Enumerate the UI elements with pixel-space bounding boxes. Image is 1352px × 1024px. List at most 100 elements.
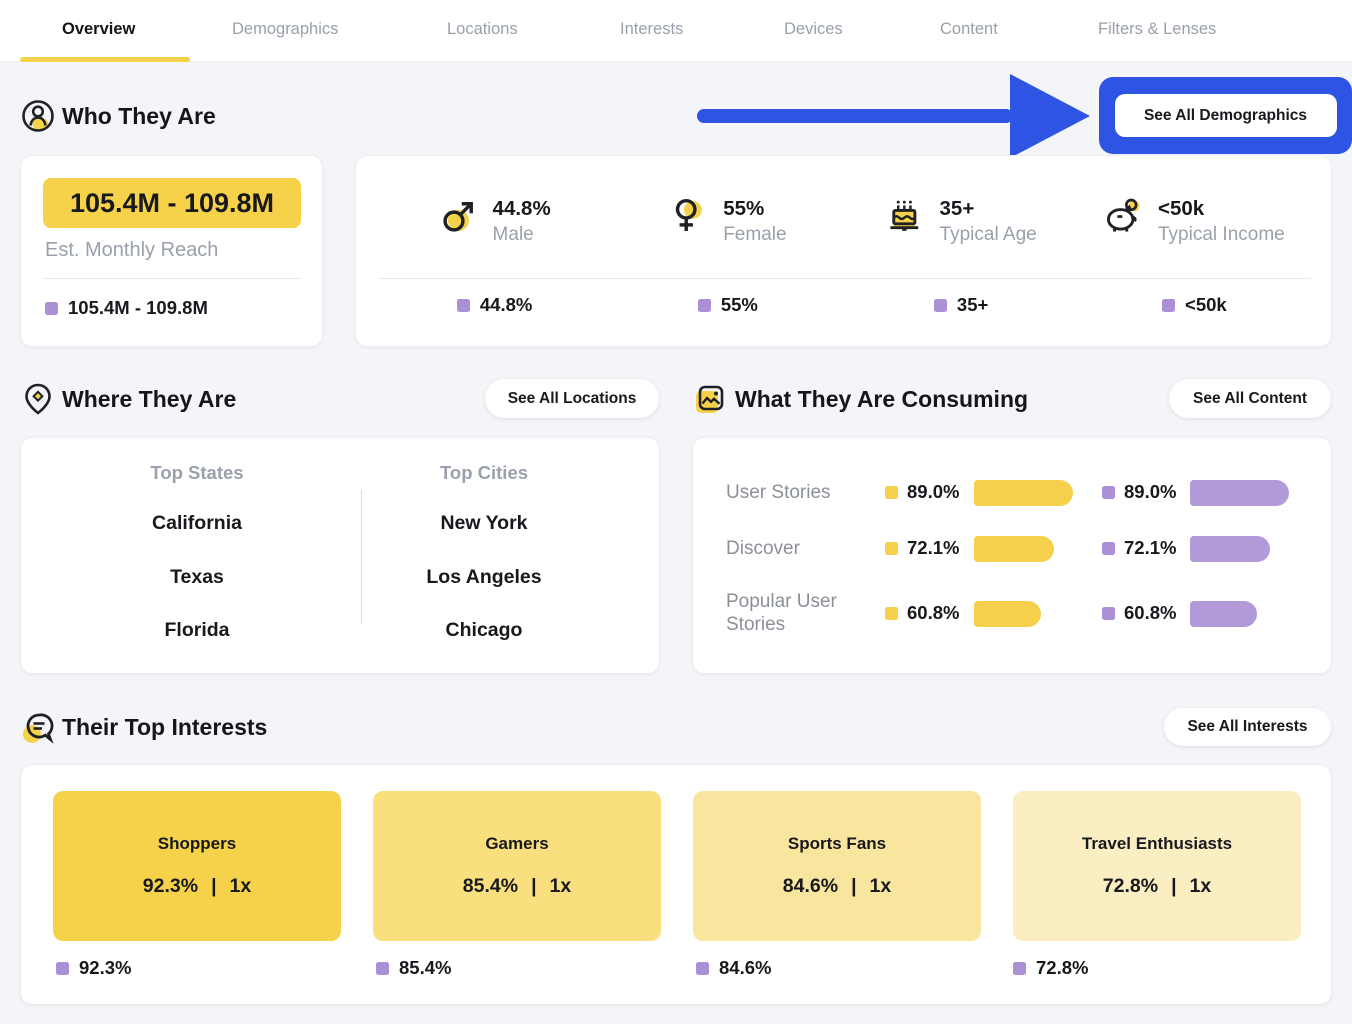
section-title-top-interests: Their Top Interests [62,714,268,740]
interest-pct: 85.4% [462,875,519,897]
stat-value: 44.8% [492,197,551,220]
legend-item: 72.8% [1013,957,1088,979]
interest-tile-sports-fans[interactable]: Sports Fans 84.6% | 1x [693,791,981,941]
location-pin-icon [20,381,56,417]
legend-value: <50k [1185,294,1227,315]
female-icon [669,196,709,236]
consumption-bar-purple [1190,601,1257,627]
consumption-bar-yellow [974,480,1073,506]
separator: | [851,875,857,897]
demographics-legend-row: 44.8% 55% 35+ <50k [378,294,1311,316]
legend-square-purple [696,961,709,975]
see-all-interests-button[interactable]: See All Interests [1164,708,1331,746]
separator: | [1171,875,1177,897]
tab-interests[interactable]: Interests [620,20,684,38]
legend-item: 44.8% [378,294,611,316]
legend-item: 55% [611,294,844,316]
consumption-pct-yellow: 89.0% [907,481,960,502]
stat-label: Male [492,223,534,245]
legend-square-yellow [885,542,898,555]
consumption-label: Popular User Stories [726,591,837,635]
legend-item: <50k [1078,294,1311,316]
consumption-row: User Stories 89.0% 89.0% [726,480,1311,506]
interest-score: 84.6% | 1x [783,875,891,898]
legend-square-purple [376,961,389,975]
stat-typical-income: <50k Typical Income [1078,196,1311,248]
tab-locations[interactable]: Locations [447,20,518,38]
active-tab-underline [20,57,190,62]
consumption-bar-yellow [974,601,1041,627]
divider [43,278,302,279]
est-monthly-reach-card: 105.4M - 109.8M Est. Monthly Reach 105.4… [20,155,323,347]
tab-bar: Overview Demographics Locations Interest… [0,0,1352,62]
legend-square-purple [1102,542,1115,555]
legend-item: 35+ [845,294,1078,316]
see-all-demographics-button[interactable]: See All Demographics [1114,94,1337,137]
interest-name: Travel Enthusiasts [1081,834,1233,853]
legend-square-purple [1013,961,1026,975]
chat-bubble-icon [20,709,56,745]
interest-score: 72.8% | 1x [1103,875,1211,898]
consumption-pct-purple: 72.1% [1124,537,1177,558]
section-title-consuming: What They Are Consuming [735,386,1029,412]
interest-multiplier: 1x [549,875,572,897]
interest-name: Sports Fans [787,834,887,853]
reach-value-highlight: 105.4M - 109.8M [43,178,301,228]
interest-pct: 72.8% [1102,875,1159,897]
separator: | [211,875,217,897]
legend-item: 85.4% [376,957,451,979]
consumption-label: Discover [726,538,800,559]
legend-item: 84.6% [696,957,771,979]
tab-devices[interactable]: Devices [784,20,843,38]
reach-label: Est. Monthly Reach [45,239,219,261]
interest-pct: 84.6% [782,875,839,897]
city-item: New York [440,512,528,534]
city-item: Chicago [445,619,523,641]
stat-label: Typical Income [1158,223,1285,245]
consumption-pct-yellow: 60.8% [907,602,960,623]
state-item: California [152,512,242,534]
separator: | [531,875,537,897]
consumption-bar-purple [1190,480,1289,506]
consumption-pct-yellow: 72.1% [907,537,960,558]
state-item: Texas [170,566,224,588]
interest-tile-gamers[interactable]: Gamers 85.4% | 1x [373,791,661,941]
male-icon [439,196,479,236]
legend-square-purple [45,301,58,315]
see-all-locations-button[interactable]: See All Locations [485,379,659,418]
stat-typical-age: 35+ Typical Age [845,196,1078,248]
stat-value: <50k [1158,197,1205,220]
tab-demographics[interactable]: Demographics [232,20,339,38]
vertical-divider [361,490,362,624]
tab-filters-lenses[interactable]: Filters & Lenses [1098,20,1217,38]
legend-value: 35+ [956,294,989,315]
legend-value: 92.3% [79,957,132,978]
content-consumption-card: User Stories 89.0% 89.0% Discover 72.1% … [692,437,1332,674]
interest-tile-shoppers[interactable]: Shoppers 92.3% | 1x [53,791,341,941]
person-circle-icon [20,98,56,134]
stat-value: 35+ [939,197,975,220]
consumption-label: User Stories [726,482,831,503]
annotation-arrow-head [1010,74,1090,158]
interest-multiplier: 1x [1189,875,1212,897]
locations-card: Top States Top Cities California Texas F… [20,437,660,674]
legend-value: 85.4% [399,957,452,978]
birthday-cake-icon [886,196,926,236]
legend-value: 44.8% [479,294,533,315]
divider [378,278,1311,279]
legend-item: 92.3% [56,957,131,979]
stat-value: 55% [723,197,765,220]
tab-content[interactable]: Content [940,20,998,38]
legend-square-purple [1102,607,1115,620]
consumption-pct-purple: 60.8% [1124,602,1177,623]
interest-multiplier: 1x [229,875,252,897]
tab-overview[interactable]: Overview [62,20,136,38]
consumption-row: Discover 72.1% 72.1% [726,536,1311,562]
legend-value: 55% [720,294,758,315]
consumption-bar-yellow [974,536,1054,562]
interest-tile-travel-enthusiasts[interactable]: Travel Enthusiasts 72.8% | 1x [1013,791,1301,941]
consumption-pct-purple: 89.0% [1124,481,1177,502]
annotation-arrow-shaft [697,109,1013,123]
see-all-content-button[interactable]: See All Content [1169,379,1331,418]
